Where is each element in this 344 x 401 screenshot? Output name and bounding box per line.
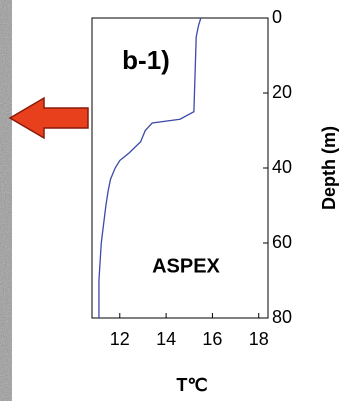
x-axis-label: T℃ [176, 375, 207, 395]
annotation: ASPEX [152, 255, 220, 277]
y-tick-label: 40 [272, 157, 292, 177]
y-tick-label: 60 [272, 232, 292, 252]
y-tick-label: 80 [272, 307, 292, 327]
x-tick-label: 18 [249, 329, 269, 349]
y-tick-label: 20 [272, 82, 292, 102]
chart-title: b-1) [122, 45, 170, 75]
x-tick-label: 14 [156, 329, 176, 349]
chart: b-1) ASPEX T℃ Depth (m) 0 20 40 60 80 12 14 16 1… [0, 0, 344, 401]
x-tick-label: 12 [110, 329, 130, 349]
sonar-texture [0, 0, 12, 401]
arrow [10, 98, 88, 138]
y-tick-label: 0 [272, 7, 282, 27]
x-tick-label: 16 [202, 329, 222, 349]
y-axis-label: Depth (m) [319, 126, 339, 210]
